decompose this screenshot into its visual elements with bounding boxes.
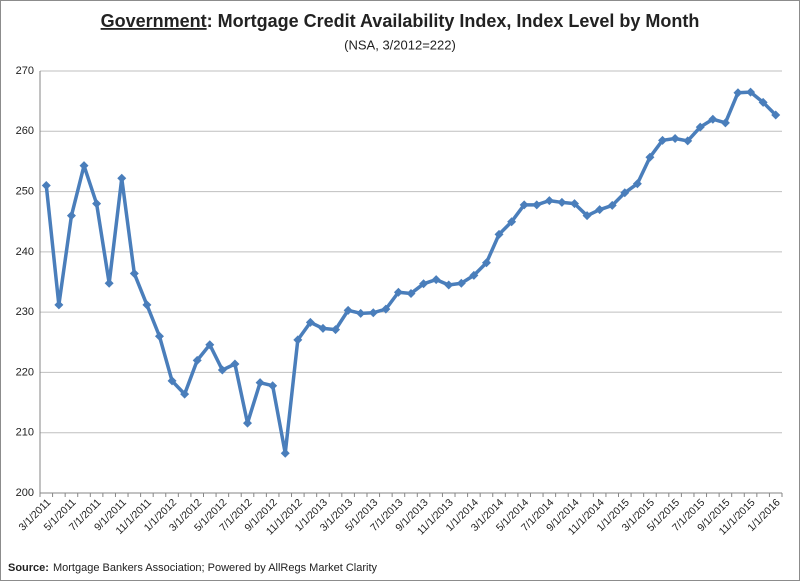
marker (154, 331, 164, 341)
marker (331, 325, 341, 335)
marker (142, 300, 152, 310)
marker (758, 97, 768, 107)
marker (456, 278, 466, 288)
source: Mortgage Bankers Association; Powered by… (53, 562, 378, 574)
marker (92, 199, 102, 209)
marker (192, 355, 202, 365)
svg-text:Source:Mortgage Bankers Associ: Source: Mortgage Bankers Association; Pow… (8, 562, 378, 574)
marker (368, 308, 378, 318)
marker (104, 278, 114, 288)
y-tick-label: 270 (16, 65, 34, 77)
marker (255, 378, 265, 388)
marker (444, 280, 454, 290)
y-tick-label: 210 (16, 427, 34, 439)
marker (632, 179, 642, 189)
marker (205, 340, 215, 350)
marker (683, 136, 693, 146)
marker (217, 365, 227, 375)
marker (293, 335, 303, 345)
marker (532, 200, 542, 210)
marker (280, 448, 290, 458)
marker (771, 110, 781, 120)
marker (481, 258, 491, 268)
marker (695, 122, 705, 132)
marker (117, 173, 127, 183)
y-tick-label: 200 (16, 487, 34, 499)
y-tick-label: 240 (16, 246, 34, 258)
y-tick-label: 260 (16, 125, 34, 137)
chart-subtitle: (NSA, 3/2012=222) (344, 37, 456, 52)
marker (620, 188, 630, 198)
y-tick-label: 250 (16, 185, 34, 197)
chart-title: Government: Mortgage Credit Availability… (101, 11, 700, 31)
marker (129, 269, 139, 279)
marker (381, 304, 391, 314)
marker (519, 200, 529, 210)
marker (494, 229, 504, 239)
marker (733, 88, 743, 98)
marker (607, 200, 617, 210)
marker (582, 211, 592, 221)
marker (393, 287, 403, 297)
marker (406, 288, 416, 298)
marker (507, 217, 517, 227)
marker (720, 118, 730, 128)
marker (66, 211, 76, 221)
marker (305, 317, 315, 327)
marker (54, 300, 64, 310)
marker (318, 323, 328, 333)
marker (658, 135, 668, 145)
marker (230, 359, 240, 369)
marker (343, 305, 353, 315)
marker (41, 181, 51, 191)
marker (356, 308, 366, 318)
marker (746, 87, 756, 97)
y-tick-label: 220 (16, 366, 34, 378)
marker (670, 134, 680, 144)
marker (268, 381, 278, 391)
marker (544, 196, 554, 206)
marker (79, 161, 89, 171)
marker (595, 205, 605, 215)
marker (419, 279, 429, 289)
marker (645, 152, 655, 162)
marker (469, 270, 479, 280)
marker (243, 418, 253, 428)
marker (431, 275, 441, 285)
marker (569, 199, 579, 209)
marker (180, 389, 190, 399)
marker (167, 376, 177, 386)
source-label: Source: (8, 562, 49, 574)
marker (557, 197, 567, 207)
marker (708, 114, 718, 124)
y-tick-label: 230 (16, 306, 34, 318)
